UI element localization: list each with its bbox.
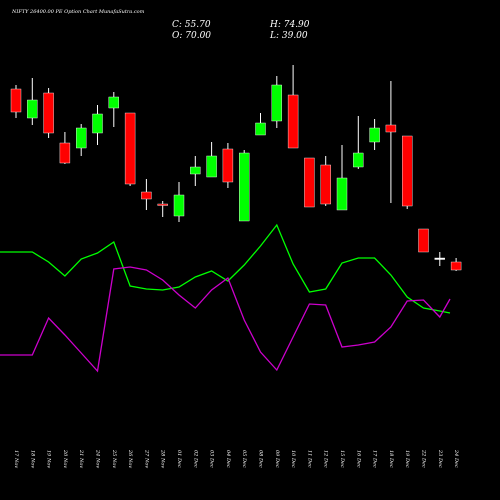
chart-title: NIFTY 26400.00 PE Option Chart MunafaSut…	[11, 9, 145, 15]
candle-4	[59, 132, 71, 164]
high-label: H: 74.90	[269, 20, 310, 30]
candle-body	[369, 127, 380, 143]
candle-body	[304, 157, 315, 208]
x-tick-label: 04 Dec	[225, 450, 231, 468]
x-tick-label: 10 Dec	[290, 450, 296, 468]
x-tick-label: 16 Dec	[355, 450, 361, 468]
x-tick-label: 20 Nov	[62, 449, 68, 468]
x-axis-ticks: 17 Nov 18 Nov 19 Nov 20 Nov 21 Nov 24 Nov 25 N…	[13, 449, 459, 468]
indicator-lines	[0, 223, 451, 373]
x-tick-label: 03 Dec	[209, 450, 215, 468]
x-tick-label: 24 Dec	[453, 449, 459, 468]
x-tick-label: 18 Dec	[388, 450, 394, 468]
x-tick-label: 27 Nov	[143, 449, 149, 468]
x-tick-label: 12 Dec	[323, 450, 329, 468]
candle-18	[287, 65, 299, 149]
candle-body	[10, 88, 22, 113]
green-line-series	[0, 223, 451, 314]
candle-14	[222, 143, 234, 188]
candle-17	[271, 76, 282, 128]
candle-19	[304, 157, 315, 208]
x-tick-label: 21 Nov	[78, 449, 84, 468]
candle-15	[238, 150, 250, 222]
x-tick-label: 28 Nov	[160, 449, 166, 468]
x-tick-label: 25 Nov	[111, 449, 117, 468]
x-tick-label: 17 Nov	[13, 450, 19, 468]
candle-8	[124, 112, 136, 186]
candle-body	[43, 92, 54, 134]
candle-body	[238, 152, 250, 222]
candle-20	[320, 156, 331, 206]
candle-10	[157, 201, 168, 217]
candle-body	[141, 191, 152, 200]
open-label: O: 70.00	[172, 31, 211, 41]
candle-5	[75, 124, 87, 156]
candle-25	[402, 135, 413, 209]
candle-3	[43, 88, 54, 138]
candle-22	[353, 116, 364, 169]
x-tick-label: 24 Nov	[95, 449, 101, 468]
candle-23	[369, 119, 380, 150]
candle-body	[173, 194, 185, 217]
candle-6	[92, 105, 103, 145]
candle-body	[271, 84, 282, 122]
candle-16	[255, 113, 266, 136]
candle-body	[59, 142, 71, 164]
x-tick-label: 18 Nov	[29, 450, 35, 468]
x-tick-label: 15 Dec	[339, 450, 345, 468]
candle-body	[27, 99, 38, 119]
x-tick-label: 26 Nov	[127, 449, 133, 468]
candle-body	[450, 261, 462, 271]
candle-2	[27, 78, 38, 125]
x-tick-label: 05 Dec	[241, 450, 247, 468]
candle-1	[10, 85, 22, 118]
candle-21	[336, 145, 348, 211]
x-tick-label: 08 Dec	[258, 450, 264, 468]
x-tick-label: 11 Dec	[306, 450, 312, 468]
candle-body	[92, 113, 103, 134]
candle-24	[385, 81, 397, 203]
candle-body	[336, 177, 348, 211]
candle-26	[418, 228, 429, 253]
candle-body	[385, 124, 397, 133]
candle-body	[206, 155, 217, 178]
candle-body	[434, 257, 445, 260]
x-tick-label: 23 Dec	[437, 449, 443, 468]
x-tick-label: 01 Dec	[176, 450, 182, 468]
candle-7	[108, 92, 120, 127]
x-tick-label: 09 Dec	[274, 450, 280, 468]
candle-13	[206, 142, 217, 178]
candle-body	[108, 96, 120, 109]
close-label: C: 55.70	[172, 20, 211, 30]
candle-body	[320, 164, 331, 205]
candles-group	[10, 65, 462, 271]
candle-body	[157, 203, 168, 206]
candle-body	[255, 122, 266, 136]
x-tick-label: 02 Dec	[192, 450, 198, 468]
candle-body	[418, 228, 429, 253]
candle-28	[450, 258, 462, 271]
candle-27	[434, 252, 445, 266]
candle-body	[287, 94, 299, 149]
candle-body	[190, 166, 201, 175]
x-tick-label: 19 Nov	[46, 450, 52, 468]
low-label: L: 39.00	[269, 31, 308, 41]
candle-11	[173, 182, 185, 222]
x-tick-label: 19 Dec	[404, 450, 410, 468]
candle-12	[190, 156, 201, 186]
candle-body	[75, 127, 87, 149]
magenta-line-series	[0, 266, 451, 373]
candle-body	[402, 135, 413, 207]
candle-body	[124, 112, 136, 185]
candle-9	[141, 179, 152, 210]
candle-body	[353, 152, 364, 168]
x-tick-label: 22 Dec	[421, 449, 427, 468]
candle-body	[222, 148, 234, 183]
x-tick-label: 17 Dec	[372, 450, 378, 468]
